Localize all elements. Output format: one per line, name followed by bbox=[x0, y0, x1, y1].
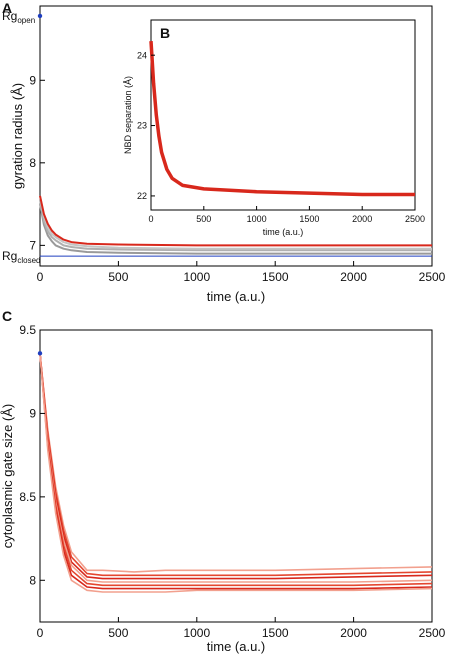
panel-b-series-1-line bbox=[149, 40, 415, 197]
panel-c-x-tick-label: 0 bbox=[37, 626, 44, 640]
panel-c-y-axis-label: cytoplasmic gate size (Å) bbox=[0, 404, 15, 549]
panel-c-x-axis-label: time (a.u.) bbox=[207, 639, 266, 654]
panel-b-series-group bbox=[149, 40, 415, 197]
panel-a-y-tick-label: 9 bbox=[29, 73, 36, 87]
panel-a-x-axis-label: time (a.u.) bbox=[207, 289, 266, 304]
panel-b-x-tick-label: 0 bbox=[148, 214, 153, 224]
panel-c-series-7-line bbox=[39, 353, 433, 593]
panel-b-y-tick-label: 24 bbox=[137, 50, 147, 60]
panel-b-y-tick-label: 22 bbox=[137, 191, 147, 201]
panel-c: C 0 500 1000 1500 2000 2500 8 8.5 9 9.5 time (a.… bbox=[0, 308, 446, 654]
panel-b-x-tick-label: 2500 bbox=[405, 214, 425, 224]
panel-a-y-axis-label: gyration radius (Å) bbox=[10, 83, 25, 189]
panel-b-y-tick-label: 23 bbox=[137, 121, 147, 131]
panel-c-y-ticks: 8 8.5 9 9.5 bbox=[19, 323, 45, 587]
panel-c-series-group bbox=[37, 351, 433, 593]
panel-a-series-4-line bbox=[39, 195, 432, 247]
panel-c-series-2-line bbox=[39, 353, 433, 577]
panel-a-frame bbox=[39, 5, 433, 267]
panel-a-x-tick-label: 2000 bbox=[340, 270, 367, 284]
panel-a-series-group bbox=[39, 195, 432, 255]
inset-background bbox=[151, 20, 421, 212]
panel-a: A Rgopen Rgclosed 0 500 1000 1500 2000 2500 7 8… bbox=[2, 0, 446, 304]
rg-open-label: Rgopen bbox=[2, 9, 35, 25]
panel-c-y-tick-label: 9 bbox=[29, 407, 36, 421]
panel-a-letter: A bbox=[2, 0, 12, 16]
panel-a-series-1-line bbox=[39, 203, 432, 255]
panel-b-x-tick-label: 1000 bbox=[247, 214, 267, 224]
panel-b-letter: B bbox=[160, 25, 170, 41]
panel-c-series-3-line bbox=[39, 353, 433, 580]
panel-b-x-tick-label: 1500 bbox=[299, 214, 319, 224]
panel-b-y-ticks: 22 23 24 bbox=[137, 50, 155, 201]
panel-b-frame bbox=[150, 19, 416, 211]
panel-c-series-6-line bbox=[39, 353, 433, 590]
panel-b-x-tick-label: 500 bbox=[196, 214, 211, 224]
panel-a-reference-lines: Rgopen Rgclosed bbox=[2, 9, 432, 265]
panel-a-series-2-line bbox=[39, 199, 432, 252]
panel-b-y-axis-label: NBD separation (Å) bbox=[123, 76, 133, 154]
panel-c-x-tick-label: 2500 bbox=[419, 626, 446, 640]
panel-c-letter: C bbox=[2, 308, 12, 324]
panel-c-series-1-line bbox=[39, 353, 433, 573]
panel-c-y-tick-label: 9.5 bbox=[19, 323, 36, 337]
panel-b-x-axis-label: time (a.u.) bbox=[263, 227, 304, 237]
panel-b-x-tick-label: 2000 bbox=[352, 214, 372, 224]
panel-a-y-tick-label: 8 bbox=[29, 156, 36, 170]
panel-c-y-tick-label: 8.5 bbox=[19, 490, 36, 504]
panel-b-x-ticks: 0 500 1000 1500 2000 2500 bbox=[148, 206, 425, 224]
panel-c-frame bbox=[39, 329, 433, 623]
panel-a-series-3-line bbox=[39, 195, 432, 250]
rg-closed-label: Rgclosed bbox=[2, 249, 40, 265]
panel-a-y-ticks: 7 8 9 bbox=[29, 73, 45, 253]
panel-c-x-tick-label: 500 bbox=[108, 626, 128, 640]
panel-c-x-ticks: 0 500 1000 1500 2000 2500 bbox=[37, 617, 446, 640]
panel-c-series-4-line bbox=[39, 353, 433, 583]
panel-c-x-tick-label: 1500 bbox=[262, 626, 289, 640]
panel-c-y-tick-label: 8 bbox=[29, 573, 36, 587]
panel-c-series-5-line bbox=[39, 353, 433, 587]
panel-a-x-tick-label: 0 bbox=[37, 270, 44, 284]
panel-b-inset: B 0 500 1000 1500 2000 2500 22 23 24 time (a.u.… bbox=[123, 19, 425, 237]
panel-a-x-tick-label: 1500 bbox=[262, 270, 289, 284]
panel-a-start-point bbox=[37, 13, 43, 19]
panel-c-x-tick-label: 1000 bbox=[183, 626, 210, 640]
panel-c-start-point bbox=[37, 351, 43, 356]
panel-a-y-tick-label: 7 bbox=[29, 239, 36, 253]
panel-a-x-tick-label: 2500 bbox=[419, 270, 446, 284]
panel-a-x-ticks: 0 500 1000 1500 2000 2500 bbox=[37, 261, 446, 284]
panel-a-x-tick-label: 1000 bbox=[183, 270, 210, 284]
panel-a-x-tick-label: 500 bbox=[108, 270, 128, 284]
panel-c-x-tick-label: 2000 bbox=[340, 626, 367, 640]
